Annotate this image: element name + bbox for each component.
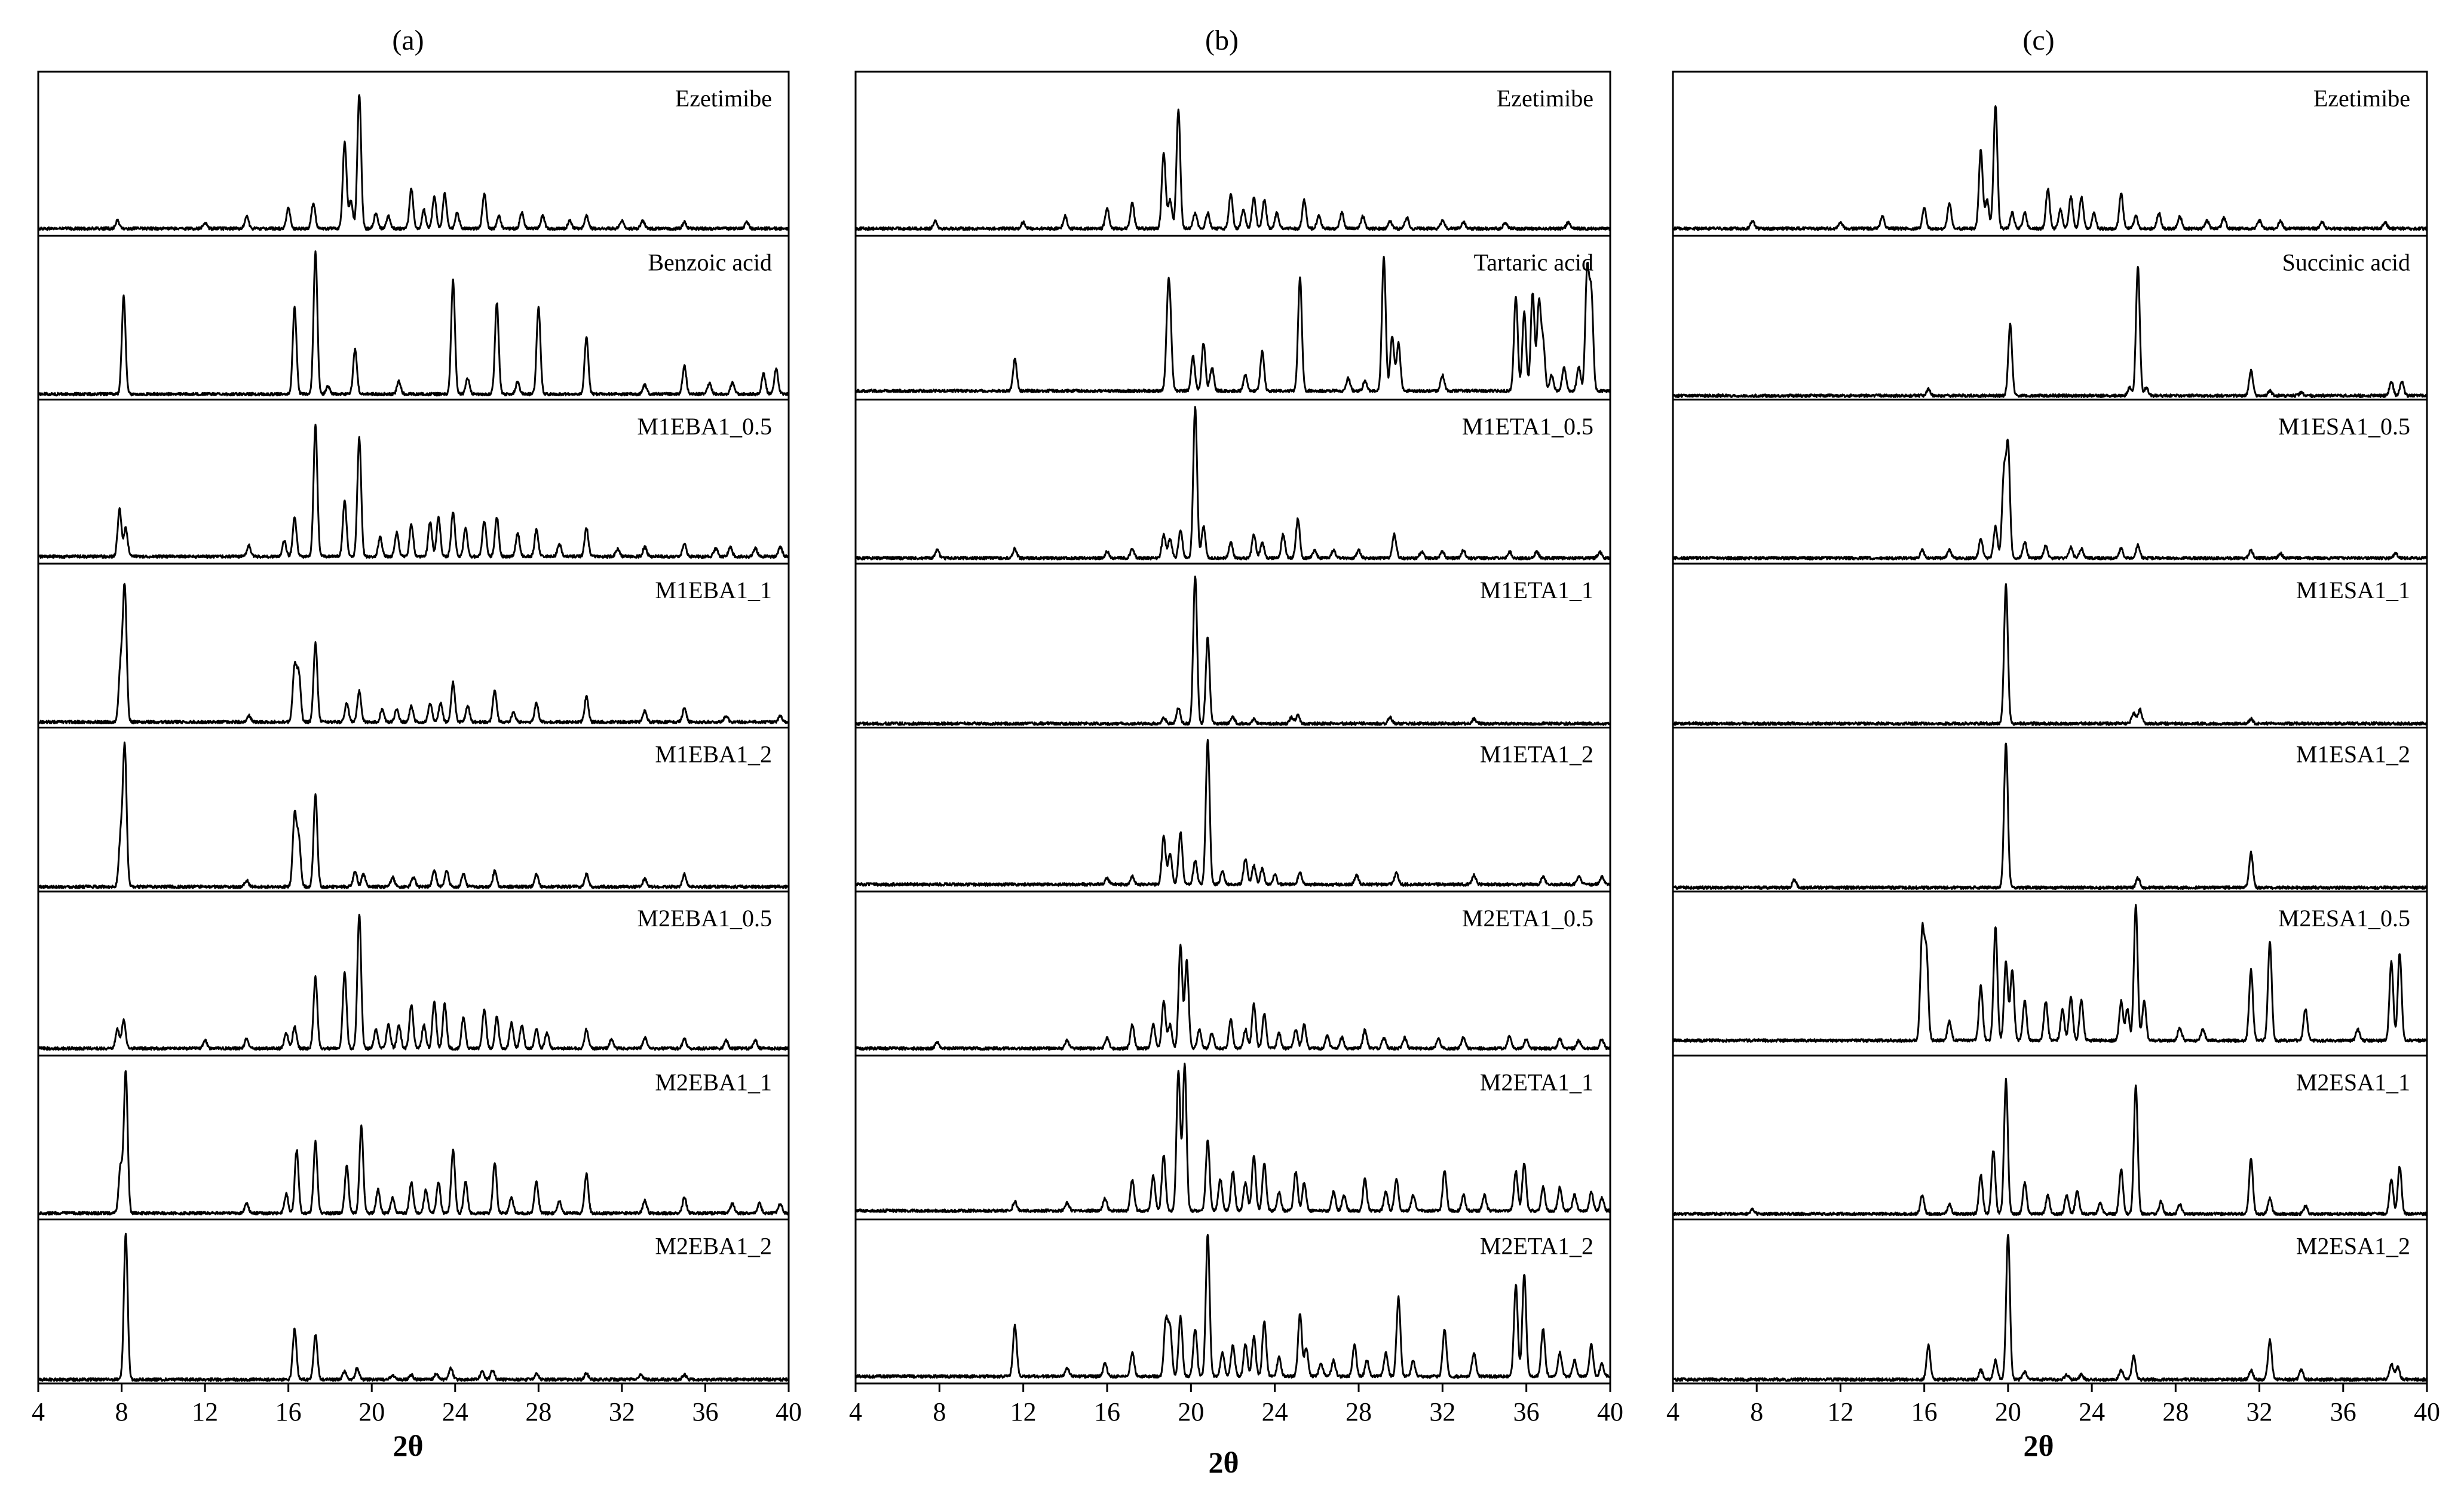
panel-label-b: (b) bbox=[1205, 25, 1239, 56]
xrd-trace-b-m1eta1-2 bbox=[855, 739, 1611, 887]
x-tick-label-b: 20 bbox=[1178, 1397, 1204, 1426]
panel-c: Ezetimibe Succinic acid M1ESA1_0.5 M1ESA1_1… bbox=[1666, 71, 2440, 1426]
xrd-trace-c-m2esa1-0-5 bbox=[1672, 904, 2428, 1043]
series-label-a-m1eba1-0-5: M1EBA1_0.5 bbox=[637, 413, 772, 440]
x-tick-label-a: 4 bbox=[32, 1397, 45, 1426]
xrd-trace-a-benzoic-acid bbox=[37, 250, 790, 397]
x-tick-label-a: 24 bbox=[442, 1397, 468, 1426]
series-label-a-m1eba1-2: M1EBA1_2 bbox=[655, 741, 772, 768]
series-label-c-ezetimibe: Ezetimibe bbox=[2313, 85, 2410, 112]
x-tick-label-a: 8 bbox=[115, 1397, 128, 1426]
x-tick-label-b: 28 bbox=[1346, 1397, 1372, 1426]
xrd-trace-b-m2eta1-1 bbox=[854, 1063, 1611, 1213]
x-tick-label-b: 16 bbox=[1094, 1397, 1120, 1426]
x-tick-label-c: 36 bbox=[2330, 1397, 2356, 1426]
x-axis-label-b: 2θ bbox=[1208, 1446, 1239, 1479]
xrd-trace-a-m2eba1-0-5 bbox=[38, 914, 790, 1051]
series-label-a-benzoic-acid: Benzoic acid bbox=[648, 249, 772, 275]
xrd-trace-a-m1eba1-1 bbox=[37, 583, 790, 725]
xrd-trace-b-m2eta1-0-5 bbox=[854, 944, 1611, 1051]
series-label-b-ezetimibe: Ezetimibe bbox=[1497, 85, 1593, 112]
panel-b: Ezetimibe Tartaric acid M1ETA1_0.5 M1ETA1_1… bbox=[849, 71, 1623, 1426]
x-tick-label-b: 12 bbox=[1010, 1397, 1037, 1426]
x-tick-label-a: 36 bbox=[692, 1397, 718, 1426]
x-tick-label-c: 20 bbox=[1995, 1397, 2021, 1426]
xrd-trace-c-ezetimibe bbox=[1672, 105, 2428, 231]
series-label-c-m1esa1-2: M1ESA1_2 bbox=[2296, 741, 2410, 768]
series-label-c-m1esa1-0-5: M1ESA1_0.5 bbox=[2278, 413, 2410, 440]
series-label-b-m2eta1-0-5: M2ETA1_0.5 bbox=[1462, 905, 1593, 932]
xrd-trace-b-m2eta1-2 bbox=[855, 1233, 1611, 1379]
x-tick-label-a: 28 bbox=[525, 1397, 551, 1426]
x-tick-label-c: 24 bbox=[2079, 1397, 2105, 1426]
x-tick-label-a: 32 bbox=[609, 1397, 635, 1426]
series-label-a-m2eba1-1: M2EBA1_1 bbox=[655, 1069, 772, 1095]
x-tick-label-b: 36 bbox=[1513, 1397, 1540, 1426]
xrd-trace-a-m1eba1-2 bbox=[37, 741, 789, 889]
panel-label-c: (c) bbox=[2022, 25, 2055, 56]
x-tick-label-a: 12 bbox=[192, 1397, 218, 1426]
x-tick-label-b: 32 bbox=[1429, 1397, 1455, 1426]
series-label-a-m2eba1-2: M2EBA1_2 bbox=[655, 1233, 772, 1260]
xrd-trace-a-m2eba1-1 bbox=[37, 1070, 790, 1216]
series-label-c-m2esa1-2: M2ESA1_2 bbox=[2296, 1233, 2410, 1260]
series-label-b-m2eta1-2: M2ETA1_2 bbox=[1480, 1233, 1593, 1260]
xrd-trace-c-succinic-acid bbox=[1672, 266, 2428, 398]
x-tick-label-c: 12 bbox=[1827, 1397, 1853, 1426]
xrd-trace-c-m1esa1-0-5 bbox=[1672, 439, 2428, 561]
x-tick-label-b: 24 bbox=[1262, 1397, 1288, 1426]
x-tick-label-b: 8 bbox=[933, 1397, 946, 1426]
x-tick-label-b: 4 bbox=[849, 1397, 862, 1426]
series-label-b-m2eta1-1: M2ETA1_1 bbox=[1480, 1069, 1593, 1095]
x-tick-label-a: 40 bbox=[776, 1397, 802, 1426]
series-label-c-succinic-acid: Succinic acid bbox=[2282, 249, 2410, 275]
xrd-trace-a-m2eba1-2 bbox=[37, 1232, 790, 1382]
xrd-trace-c-m2esa1-2 bbox=[1672, 1233, 2428, 1382]
xrd-trace-b-tartaric-acid bbox=[855, 256, 1611, 394]
x-tick-label-c: 4 bbox=[1666, 1397, 1680, 1426]
series-label-b-m1eta1-1: M1ETA1_1 bbox=[1480, 577, 1593, 604]
series-label-c-m2esa1-1: M2ESA1_1 bbox=[2296, 1069, 2410, 1095]
xrd-trace-a-m1eba1-0-5 bbox=[38, 424, 790, 559]
x-tick-label-a: 16 bbox=[275, 1397, 302, 1426]
panel-label-a: (a) bbox=[392, 25, 424, 56]
x-tick-label-c: 8 bbox=[1750, 1397, 1763, 1426]
xrd-trace-b-m1eta1-1 bbox=[854, 575, 1611, 726]
x-tick-label-c: 32 bbox=[2247, 1397, 2273, 1426]
series-label-b-m1eta1-0-5: M1ETA1_0.5 bbox=[1462, 413, 1593, 440]
xrd-trace-a-ezetimibe bbox=[37, 94, 790, 231]
x-tick-label-c: 40 bbox=[2414, 1397, 2440, 1426]
x-axis-label-c: 2θ bbox=[2023, 1429, 2054, 1462]
series-label-b-m1eta1-2: M1ETA1_2 bbox=[1480, 741, 1593, 768]
series-label-a-ezetimibe: Ezetimibe bbox=[675, 85, 772, 112]
x-tick-label-c: 28 bbox=[2162, 1397, 2189, 1426]
xrd-trace-c-m1esa1-2 bbox=[1672, 742, 2428, 890]
x-tick-label-b: 40 bbox=[1597, 1397, 1623, 1426]
xrd-trace-b-ezetimibe bbox=[854, 108, 1611, 231]
panel-a: Ezetimibe Benzoic acid M1EBA1_0.5 M1EBA1_1 M… bbox=[32, 71, 802, 1426]
series-label-b-tartaric-acid: Tartaric acid bbox=[1474, 249, 1593, 275]
x-tick-label-c: 16 bbox=[1911, 1397, 1938, 1426]
series-label-c-m2esa1-0-5: M2ESA1_0.5 bbox=[2278, 905, 2410, 932]
xrd-trace-c-m1esa1-1 bbox=[1672, 583, 2428, 726]
series-label-a-m2eba1-0-5: M2EBA1_0.5 bbox=[637, 905, 772, 932]
series-label-c-m1esa1-1: M1ESA1_1 bbox=[2296, 577, 2410, 604]
x-axis-label-a: 2θ bbox=[393, 1429, 424, 1462]
x-tick-label-a: 20 bbox=[358, 1397, 385, 1426]
xrd-trace-b-m1eta1-0-5 bbox=[854, 406, 1611, 561]
xrd-trace-c-m2esa1-1 bbox=[1672, 1077, 2428, 1217]
series-label-a-m1eba1-1: M1EBA1_1 bbox=[655, 577, 772, 604]
